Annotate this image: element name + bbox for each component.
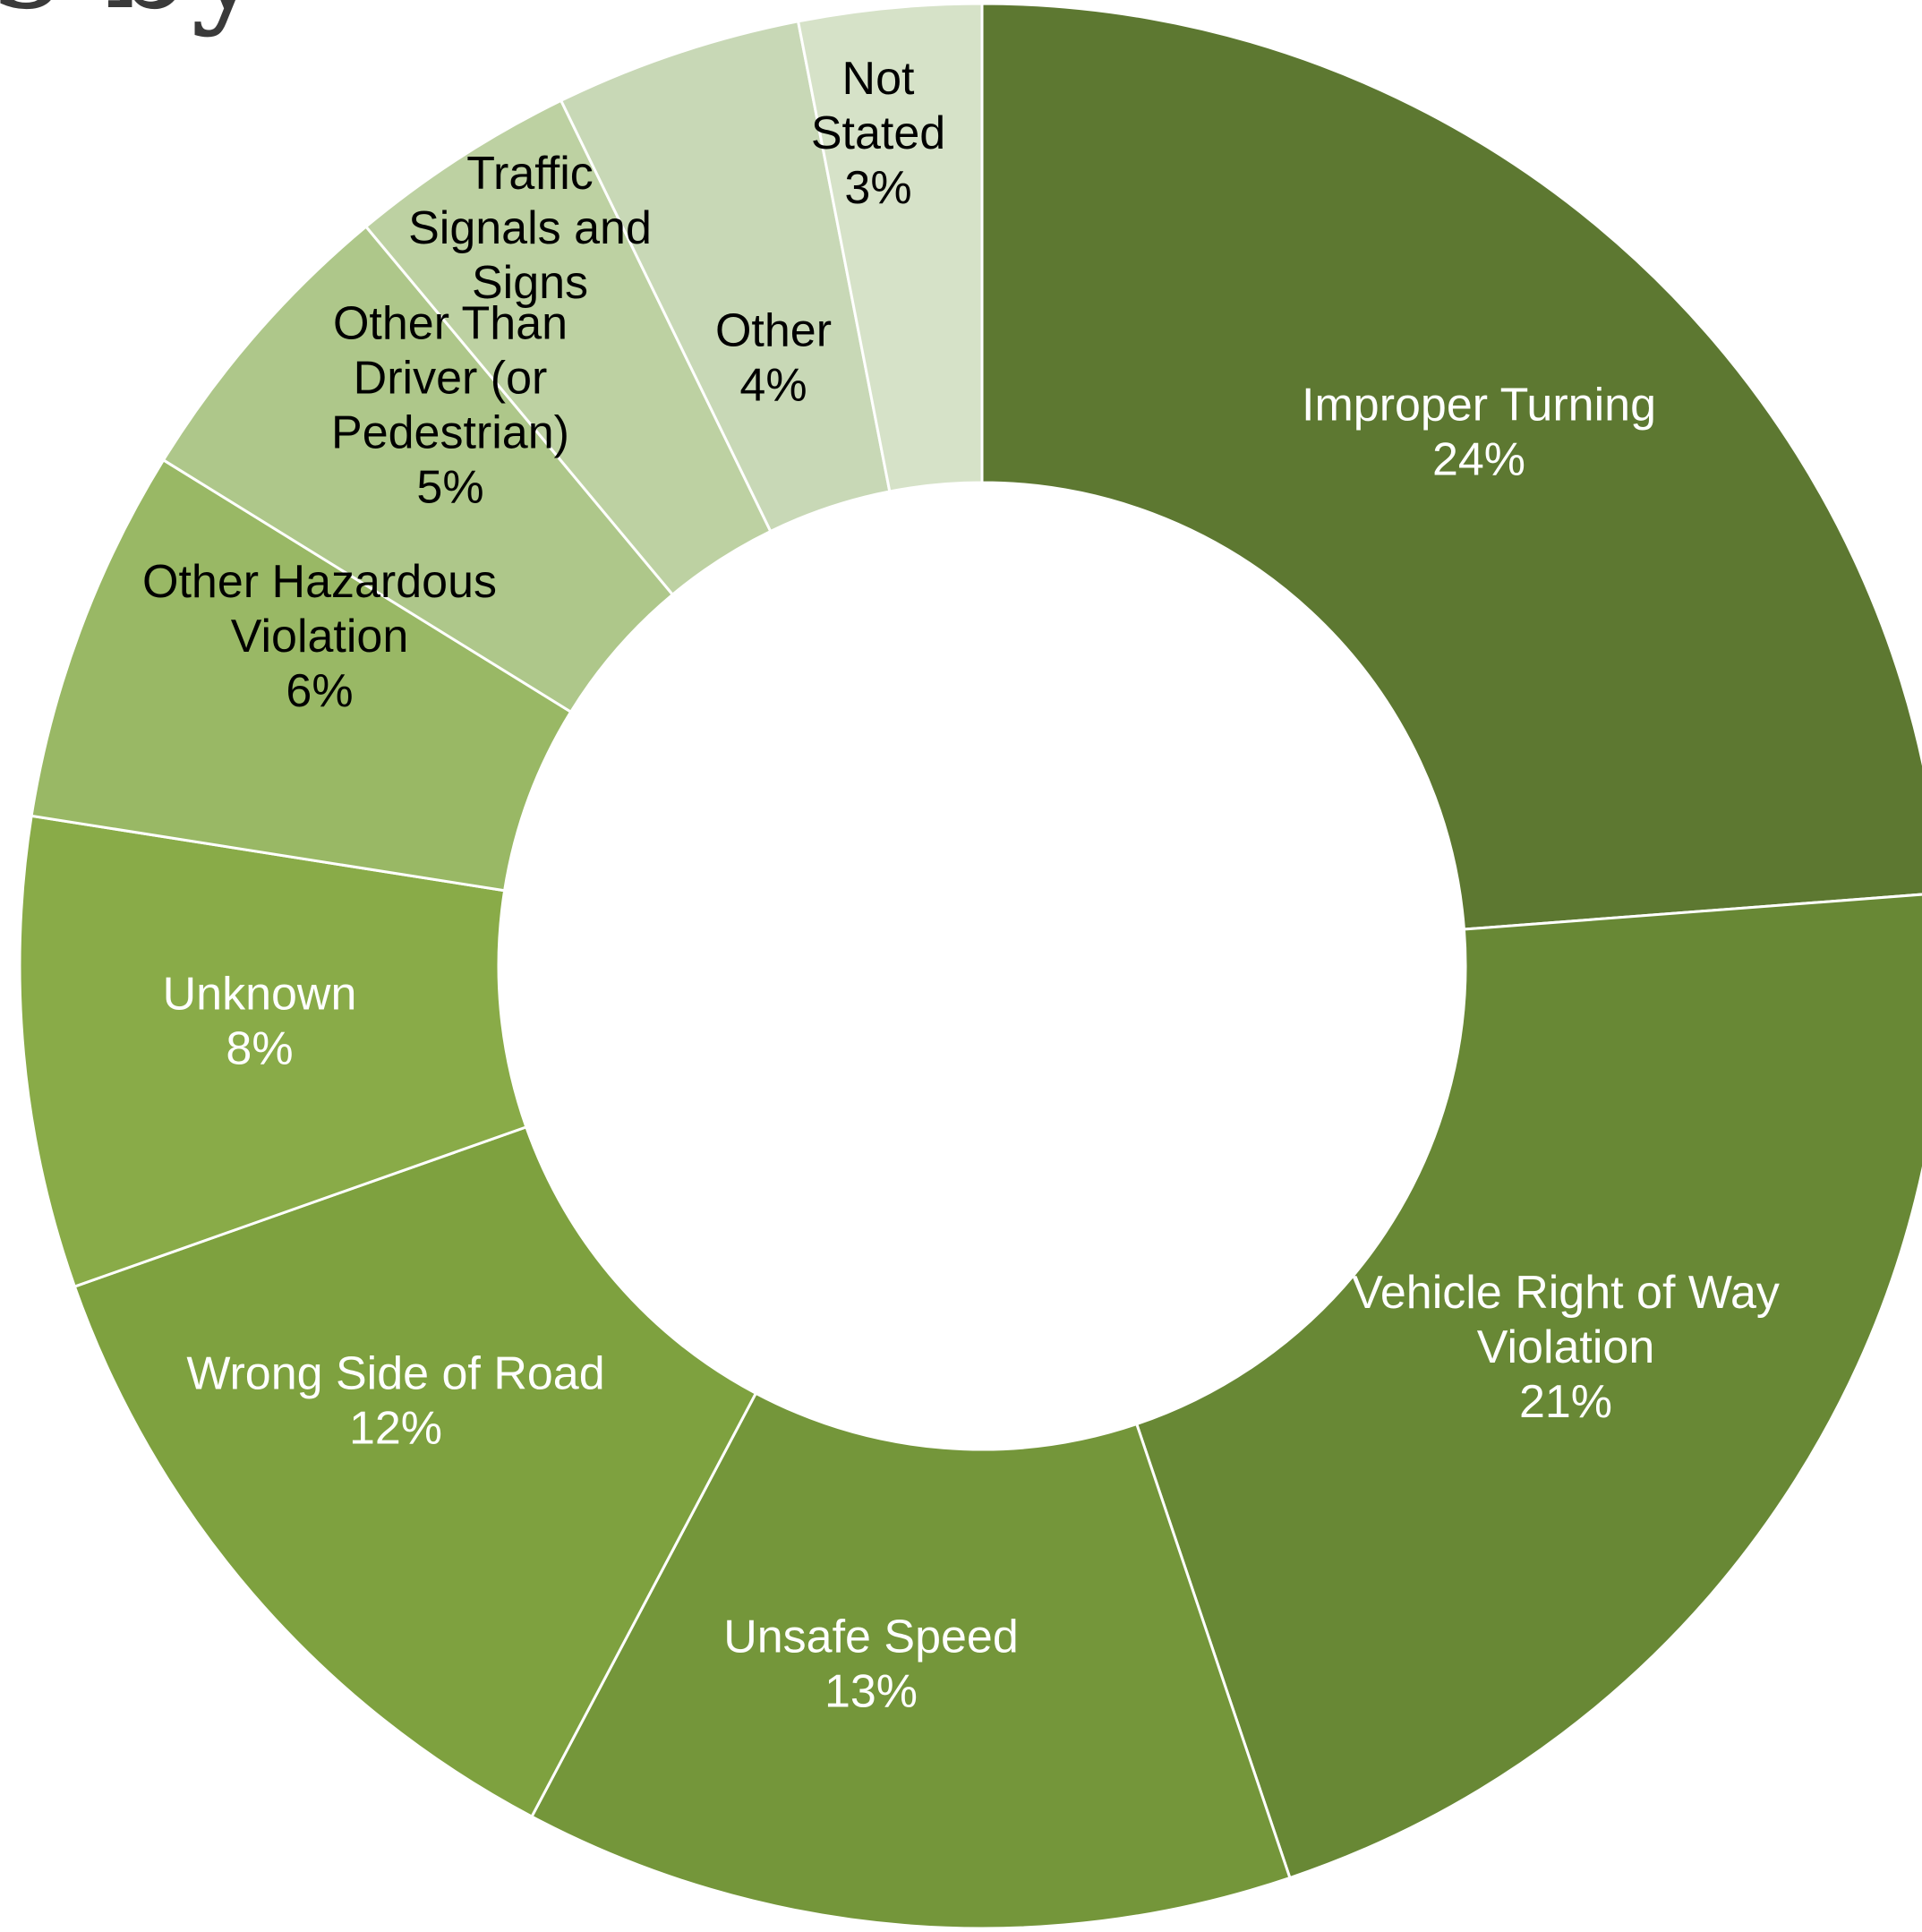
slice-label-4: Wrong Side of Road 12% [186, 1348, 604, 1455]
slice-label-5: Unknown 8% [163, 969, 357, 1075]
slice-label-line: Unknown [163, 969, 357, 1021]
slice-label-line: Wrong Side of Road [186, 1348, 604, 1400]
slice-label-line: 6% [286, 665, 353, 717]
slice-label-2: Vehicle Right of Way Violation 21% [1352, 1267, 1780, 1428]
slice-label-1: Improper Turning 24% [1302, 380, 1656, 486]
slice-label-6: Other Hazardous Violation 6% [142, 556, 497, 717]
slice-label-line: Violation [1477, 1321, 1655, 1373]
slice-label-line: Improper Turning [1302, 380, 1656, 432]
slices-layer [18, 2, 1922, 1930]
slice-label-line: 12% [349, 1403, 442, 1455]
slice-label-9: Other 4% [715, 305, 832, 412]
slice-label-line: 8% [226, 1023, 293, 1075]
slice-label-line: Unsafe Speed [723, 1611, 1019, 1663]
donut-slice-4 [73, 1124, 758, 1819]
slice-label-line: 3% [844, 162, 911, 214]
slice-label-line: 4% [739, 360, 807, 412]
slice-label-8: Traffic Signals and Signs [408, 148, 652, 309]
slice-label-line: Signals and [408, 202, 652, 254]
slice-label-line: Signs [472, 257, 588, 309]
slice-label-line: Stated [811, 107, 945, 159]
slice-label-line: 5% [416, 462, 483, 514]
slice-label-line: Not [842, 53, 915, 105]
slice-label-3: Unsafe Speed 13% [723, 1611, 1019, 1718]
slice-label-10: Not Stated 3% [811, 53, 945, 214]
slice-label-line: Other Than [333, 298, 568, 350]
donut-slice-10 [796, 2, 984, 493]
labels-layer: Improper Turning 24%Vehicle Right of Way V… [142, 53, 1780, 1718]
slice-label-line: Driver (or [354, 353, 548, 405]
slice-label-line: Violation [231, 611, 409, 663]
slice-label-line: Other [715, 305, 832, 357]
donut-slice-3 [529, 1391, 1292, 1930]
slice-label-line: 24% [1432, 434, 1525, 486]
slice-label-line: 13% [824, 1666, 918, 1718]
slice-label-line: Traffic [466, 148, 594, 200]
chart-title-fragment: s by [0, 0, 266, 29]
slice-label-line: Pedestrian) [331, 407, 569, 459]
slice-label-line: Other Hazardous [142, 556, 497, 608]
slice-label-7: Other Than Driver (or Pedestrian) 5% [331, 298, 569, 514]
slice-label-line: Vehicle Right of Way [1352, 1267, 1780, 1319]
slice-label-line: 21% [1519, 1376, 1612, 1428]
donut-slice-5 [18, 814, 528, 1288]
donut-slice-2 [1134, 893, 1922, 1880]
donut-slice-1 [980, 2, 1922, 931]
